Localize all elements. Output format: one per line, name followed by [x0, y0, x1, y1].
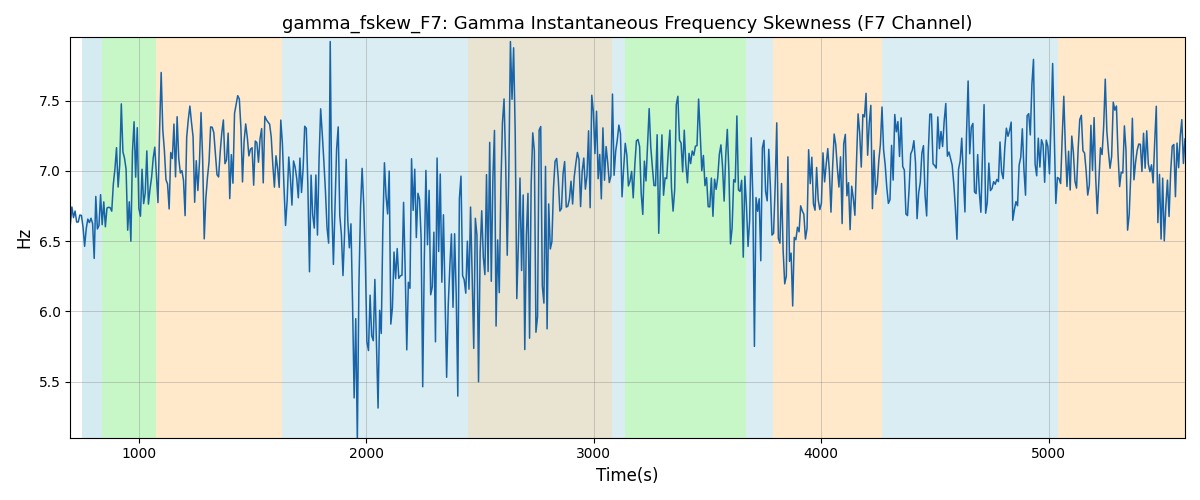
Bar — [468, 38, 612, 438]
X-axis label: Time(s): Time(s) — [596, 467, 659, 485]
Bar — [882, 38, 1057, 438]
Bar — [625, 38, 746, 438]
Bar — [612, 38, 625, 438]
Bar — [746, 38, 773, 438]
Bar — [1057, 38, 1186, 438]
Bar — [282, 38, 612, 438]
Bar — [102, 38, 156, 438]
Bar — [82, 38, 102, 438]
Bar — [156, 38, 282, 438]
Bar — [773, 38, 882, 438]
Title: gamma_fskew_F7: Gamma Instantaneous Frequency Skewness (F7 Channel): gamma_fskew_F7: Gamma Instantaneous Freq… — [282, 15, 973, 34]
Y-axis label: Hz: Hz — [16, 227, 34, 248]
